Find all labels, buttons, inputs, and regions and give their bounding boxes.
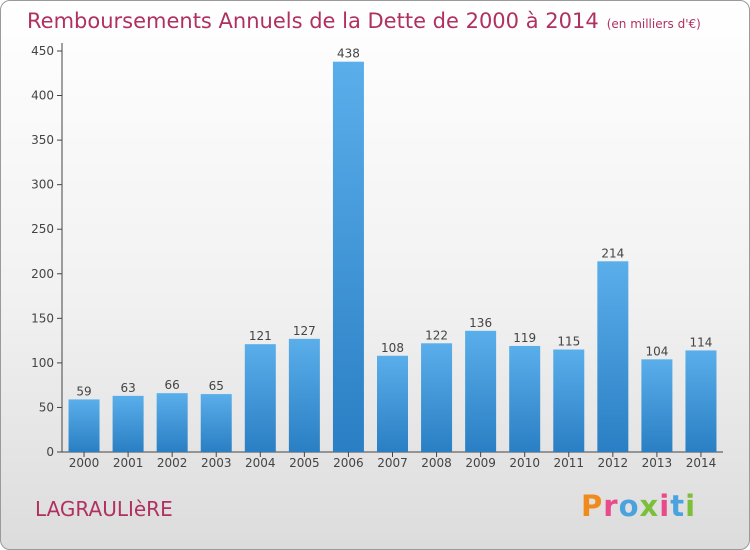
data-label: 59 bbox=[76, 384, 91, 398]
x-tick-label: 2005 bbox=[289, 456, 320, 470]
y-tick-label: 450 bbox=[31, 44, 54, 58]
x-tick-label: 2002 bbox=[157, 456, 188, 470]
data-label: 66 bbox=[165, 378, 180, 392]
bar-2010 bbox=[509, 345, 541, 452]
location-name: LAGRAULIèRE bbox=[35, 497, 173, 521]
proxiti-logo: Proxiti bbox=[581, 489, 696, 523]
axes: 0 50 100 150 200 250 300 350 400 450 2000 2001 2002 2… bbox=[31, 43, 723, 470]
x-tick-label: 2004 bbox=[245, 456, 276, 470]
x-tick-label: 2011 bbox=[553, 456, 584, 470]
chart-title: Remboursements Annuels de la Dette de 20… bbox=[27, 9, 599, 33]
logo-letter: i bbox=[659, 489, 671, 523]
x-tick-label: 2003 bbox=[201, 456, 232, 470]
bar-2000 bbox=[68, 399, 100, 452]
data-label: 119 bbox=[513, 331, 536, 345]
bar-2002 bbox=[156, 393, 188, 452]
y-tick-label: 150 bbox=[31, 311, 54, 325]
bars bbox=[68, 61, 717, 453]
logo-letter: x bbox=[639, 489, 660, 523]
logo-letter: i bbox=[685, 489, 697, 523]
data-label: 438 bbox=[337, 47, 360, 61]
data-label: 114 bbox=[690, 335, 713, 349]
bar-2003 bbox=[200, 394, 232, 452]
bar-2009 bbox=[465, 330, 497, 452]
bar-2011 bbox=[553, 349, 585, 452]
chart-title-block: Remboursements Annuels de la Dette de 20… bbox=[27, 9, 701, 33]
data-label: 65 bbox=[209, 379, 224, 393]
x-tick-label: 2013 bbox=[642, 456, 673, 470]
x-tick-label: 2008 bbox=[421, 456, 452, 470]
y-tick-label: 50 bbox=[39, 400, 54, 414]
x-tick-label: 2009 bbox=[465, 456, 496, 470]
bar-2014 bbox=[685, 350, 717, 452]
data-labels: 59 63 66 65 121 127 438 108 122 136 119 115 214 104 11… bbox=[76, 47, 712, 399]
bar-2013 bbox=[641, 359, 673, 452]
data-label: 63 bbox=[120, 381, 135, 395]
x-tick-label: 2012 bbox=[598, 456, 629, 470]
data-label: 122 bbox=[425, 328, 448, 342]
bar-2007 bbox=[377, 355, 408, 452]
logo-letter: r bbox=[603, 489, 619, 523]
bar-2005 bbox=[288, 338, 320, 452]
x-tick-label: 2001 bbox=[113, 456, 144, 470]
y-tick-label: 200 bbox=[31, 267, 54, 281]
y-tick-label: 300 bbox=[31, 178, 54, 192]
bar-2004 bbox=[244, 344, 276, 452]
data-label: 214 bbox=[601, 246, 624, 260]
data-label: 136 bbox=[469, 316, 492, 330]
chart-unit-label: (en milliers d'€) bbox=[606, 17, 701, 31]
logo-letter: P bbox=[581, 489, 604, 523]
bar-2001 bbox=[112, 395, 144, 452]
bar-2006 bbox=[332, 61, 364, 453]
data-label: 104 bbox=[645, 344, 668, 358]
x-tick-label: 2014 bbox=[686, 456, 717, 470]
data-label: 127 bbox=[293, 324, 316, 338]
x-tick-label: 2007 bbox=[377, 456, 408, 470]
bar-2012 bbox=[597, 261, 629, 452]
x-tick-label: 2010 bbox=[509, 456, 540, 470]
x-tick-label: 2000 bbox=[69, 456, 100, 470]
bar-2008 bbox=[421, 343, 453, 452]
y-tick-label: 250 bbox=[31, 222, 54, 236]
logo-letter: t bbox=[670, 489, 686, 523]
x-tick-label: 2006 bbox=[333, 456, 364, 470]
y-tick-label: 350 bbox=[31, 133, 54, 147]
y-tick-label: 100 bbox=[31, 356, 54, 370]
y-tick-label: 0 bbox=[46, 445, 54, 459]
y-tick-label: 400 bbox=[31, 89, 54, 103]
logo-letter: o bbox=[618, 489, 640, 523]
data-label: 121 bbox=[249, 329, 272, 343]
data-label: 108 bbox=[381, 341, 404, 355]
data-label: 115 bbox=[557, 335, 580, 349]
